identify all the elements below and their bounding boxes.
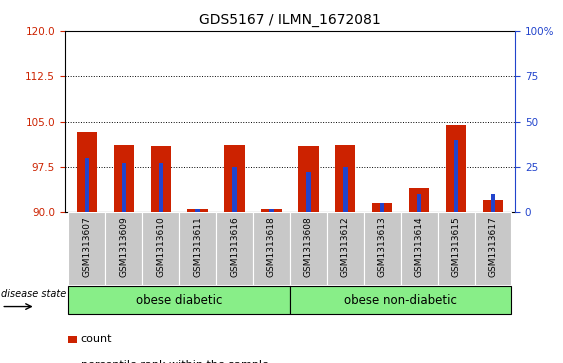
- Bar: [306, 172, 311, 212]
- Text: obese diabetic: obese diabetic: [136, 294, 222, 307]
- Bar: [68, 337, 77, 343]
- Bar: [491, 194, 495, 212]
- Bar: [364, 212, 401, 285]
- Text: GSM1313613: GSM1313613: [378, 216, 387, 277]
- Bar: [483, 200, 503, 212]
- Bar: [122, 163, 126, 212]
- Text: GSM1313616: GSM1313616: [230, 216, 239, 277]
- Bar: [105, 212, 142, 285]
- Bar: [216, 212, 253, 285]
- Bar: [187, 209, 208, 212]
- Bar: [290, 286, 511, 314]
- Text: GSM1313611: GSM1313611: [193, 216, 202, 277]
- Bar: [150, 146, 171, 212]
- Bar: [437, 212, 475, 285]
- Bar: [195, 209, 200, 212]
- Bar: [114, 144, 134, 212]
- Bar: [298, 146, 319, 212]
- Bar: [327, 212, 364, 285]
- Text: GSM1313615: GSM1313615: [452, 216, 461, 277]
- Bar: [372, 203, 392, 212]
- Text: GSM1313610: GSM1313610: [156, 216, 165, 277]
- Bar: [446, 125, 466, 212]
- Bar: [409, 188, 430, 212]
- Text: GSM1313609: GSM1313609: [119, 216, 128, 277]
- Text: GSM1313607: GSM1313607: [82, 216, 91, 277]
- Bar: [159, 163, 163, 212]
- Text: GSM1313612: GSM1313612: [341, 216, 350, 277]
- Text: GSM1313618: GSM1313618: [267, 216, 276, 277]
- Bar: [142, 212, 179, 285]
- Bar: [233, 167, 237, 212]
- Bar: [179, 212, 216, 285]
- Text: GSM1313608: GSM1313608: [304, 216, 313, 277]
- Text: GSM1313614: GSM1313614: [415, 216, 424, 277]
- Bar: [380, 203, 385, 212]
- Text: percentile rank within the sample: percentile rank within the sample: [81, 360, 269, 363]
- Bar: [77, 132, 97, 212]
- Text: count: count: [81, 334, 112, 344]
- Bar: [225, 145, 245, 212]
- Title: GDS5167 / ILMN_1672081: GDS5167 / ILMN_1672081: [199, 13, 381, 27]
- Bar: [84, 158, 89, 212]
- Bar: [417, 194, 421, 212]
- Bar: [454, 140, 458, 212]
- Bar: [253, 212, 290, 285]
- Bar: [401, 212, 437, 285]
- Bar: [335, 144, 355, 212]
- Bar: [69, 212, 105, 285]
- Bar: [261, 209, 282, 212]
- Bar: [475, 212, 511, 285]
- Text: obese non-diabetic: obese non-diabetic: [344, 294, 457, 307]
- Bar: [269, 209, 274, 212]
- Bar: [343, 167, 347, 212]
- Bar: [69, 286, 290, 314]
- Text: disease state: disease state: [1, 289, 66, 299]
- Bar: [290, 212, 327, 285]
- Text: GSM1313617: GSM1313617: [489, 216, 498, 277]
